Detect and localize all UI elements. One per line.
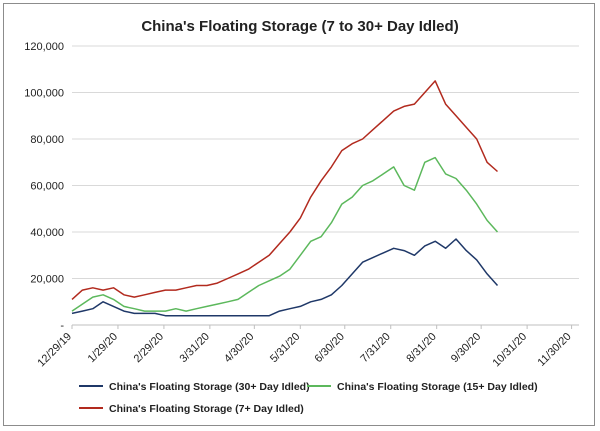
legend: China's Floating Storage (30+ Day Idled)… [79,381,538,415]
chart-frame: China's Floating Storage (7 to 30+ Day I… [3,3,595,426]
x-tick-label: 11/30/20 [536,331,574,369]
series-line-1 [71,238,499,317]
legend-label: China's Floating Storage (15+ Day Idled) [337,381,538,393]
x-tick-label: 6/30/20 [312,331,346,365]
y-tick-label: 40,000 [30,227,64,239]
chart-canvas: China's Floating Storage (7 to 30+ Day I… [24,18,579,415]
y-tick-label: 20,000 [30,274,64,286]
series-lines [71,80,499,317]
x-tick-label: 7/31/20 [358,331,392,365]
x-tick-label: 5/31/20 [268,331,302,365]
y-tick-label: 80,000 [30,134,64,146]
x-tick-label: 10/31/20 [490,331,529,370]
legend-label: China's Floating Storage (30+ Day Idled) [109,381,310,393]
y-tick-label: 60,000 [30,181,64,193]
series-line-3 [71,80,498,300]
x-tick-label: 9/30/20 [449,331,483,365]
x-tick-labels: 12/29/19 1/29/20 2/29/20 3/31/20 4/30/20 5/31… [35,331,573,370]
grid-lines [72,45,579,279]
x-tick-label: 4/30/20 [222,331,256,365]
x-tick-label: 12/29/19 [35,331,74,370]
y-tick-label: - [60,320,64,332]
y-tick-labels: - 20,000 40,000 60,000 80,000 100,000 120,000 [24,41,64,332]
x-tick-label: 2/29/20 [132,331,166,365]
x-tick-label: 8/31/20 [404,331,438,365]
axes [71,324,579,329]
x-tick-label: 3/31/20 [178,331,212,365]
legend-label: China's Floating Storage (7+ Day Idled) [109,403,304,415]
series-line-2 [71,156,499,312]
y-tick-label: 120,000 [24,41,64,53]
chart-title: China's Floating Storage (7 to 30+ Day I… [141,18,458,35]
x-tick-label: 1/29/20 [86,331,120,365]
y-tick-label: 100,000 [24,88,64,100]
